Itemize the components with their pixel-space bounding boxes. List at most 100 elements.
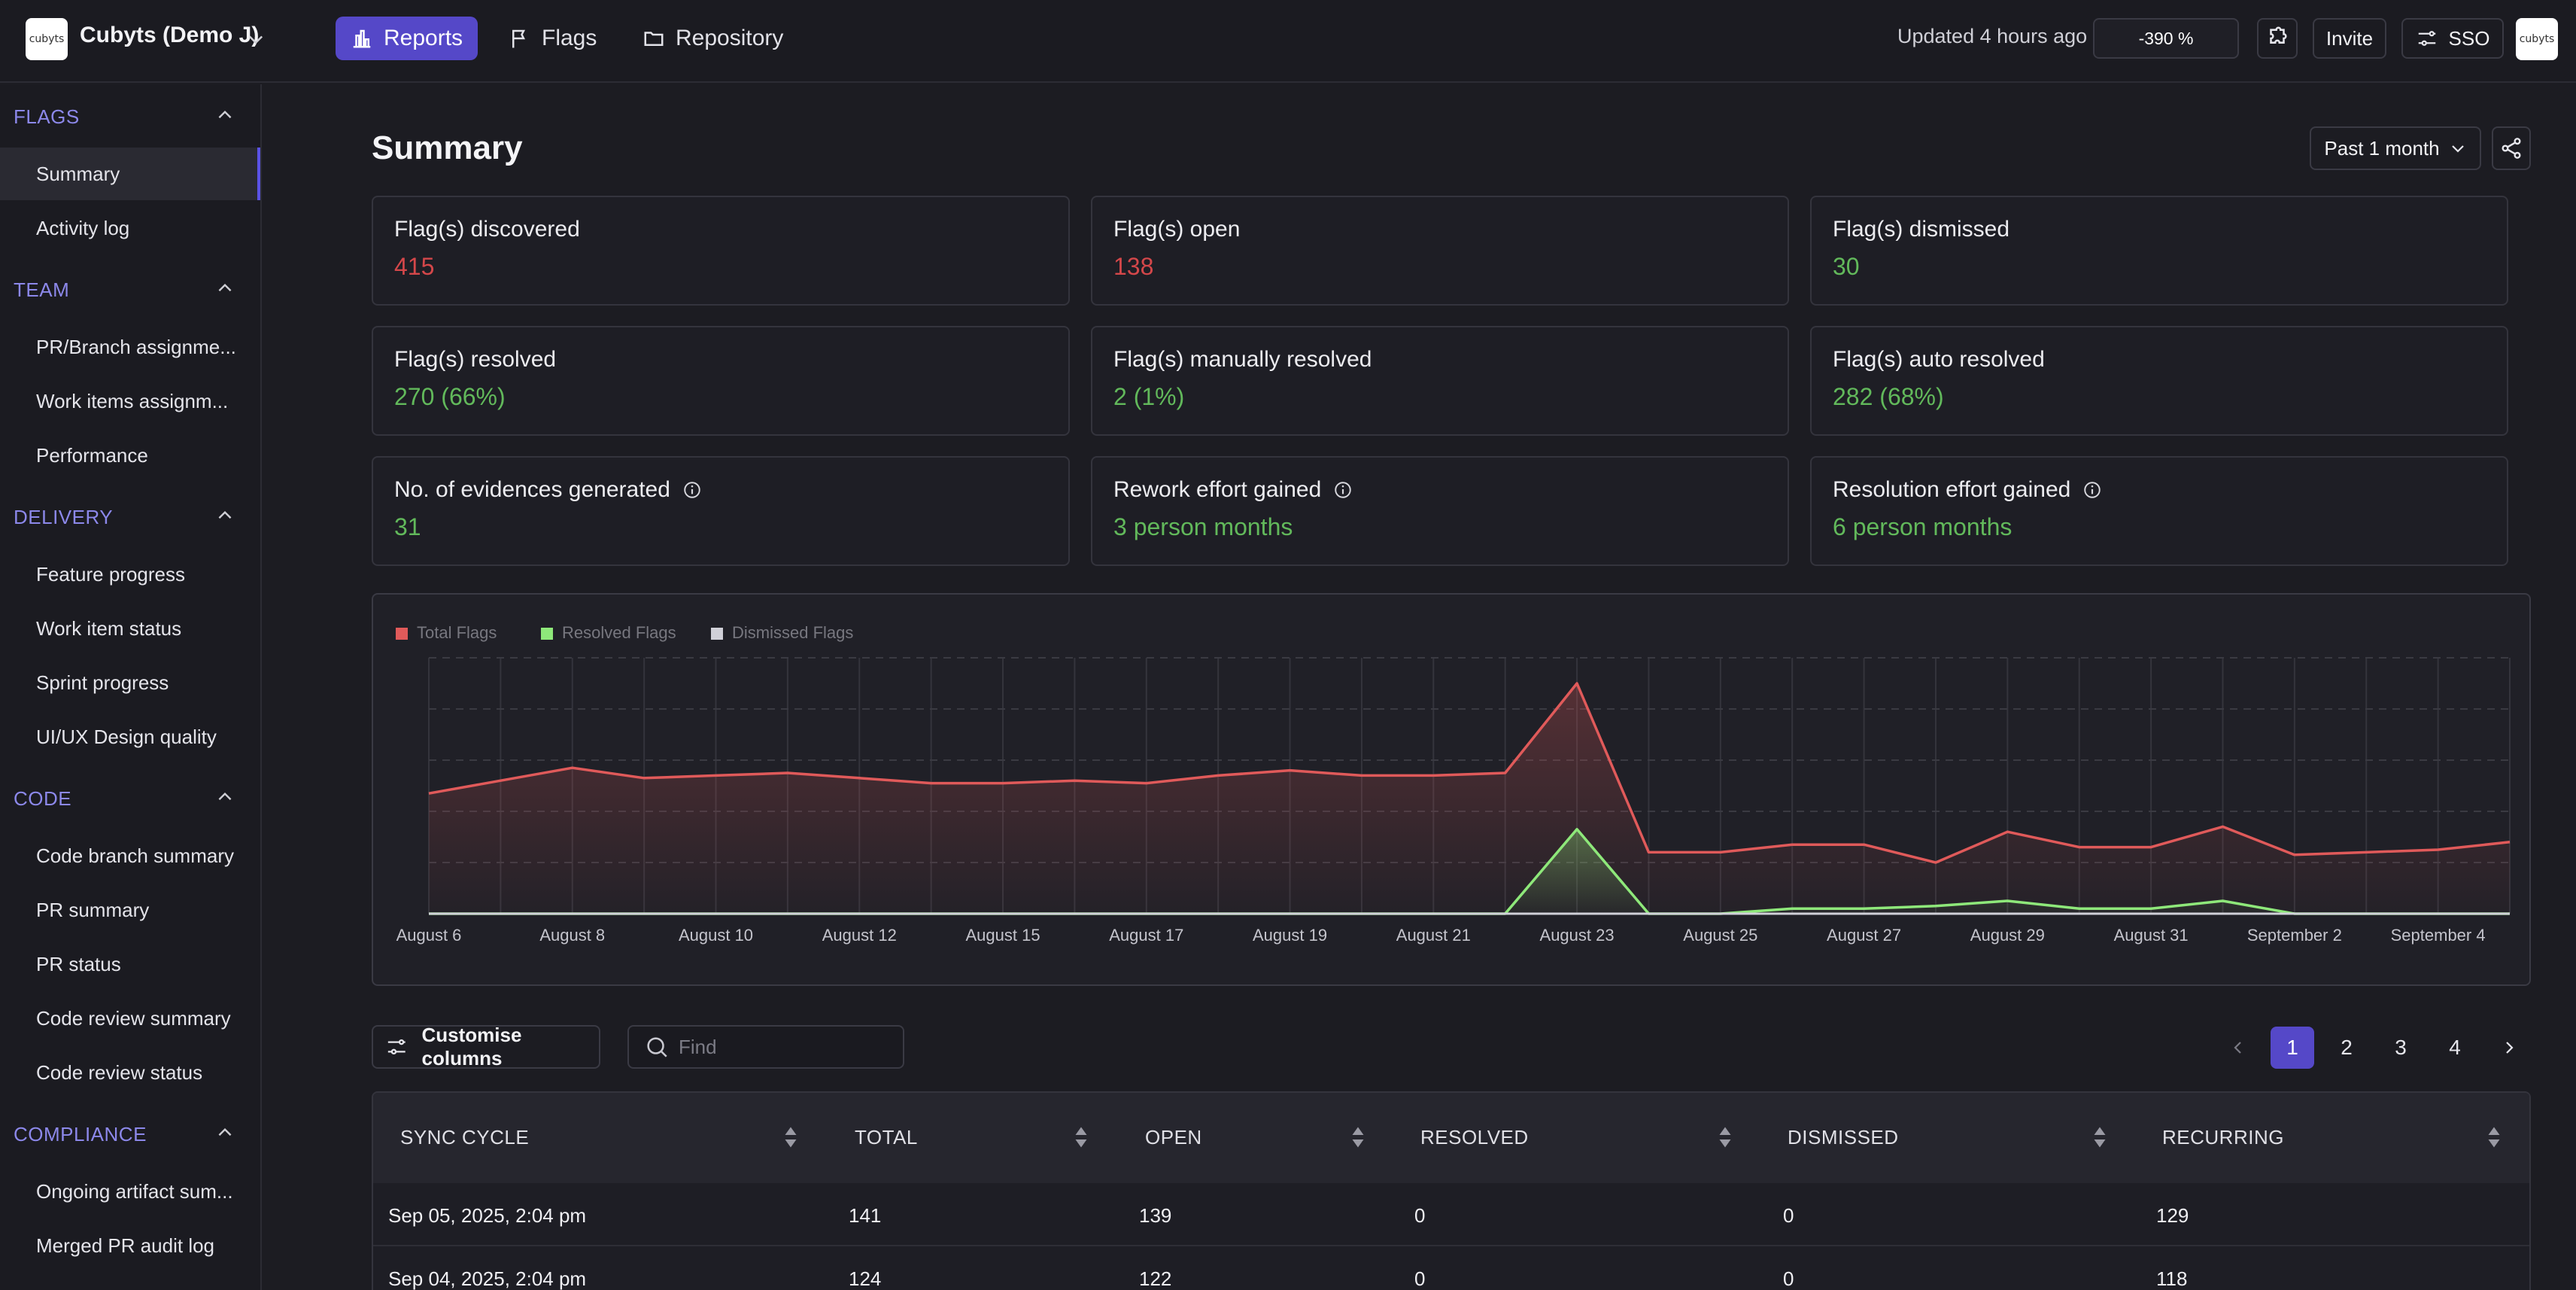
- sort-icon[interactable]: [784, 1126, 797, 1149]
- sidebar-item-merged-pr-audit-log[interactable]: Merged PR audit log: [36, 1234, 215, 1257]
- column-header-sync-cycle[interactable]: SYNC CYCLE: [400, 1126, 530, 1149]
- column-header-resolved[interactable]: RESOLVED: [1420, 1126, 1529, 1149]
- chart-svg: August 6 August 8 August 10 August 12 August…: [396, 623, 2511, 945]
- share-button[interactable]: [2492, 126, 2531, 170]
- sidebar-item-pr-branch-assignment[interactable]: PR/Branch assignme...: [36, 335, 236, 358]
- metric-card-label: Resolution effort gained: [1833, 477, 2486, 503]
- chevron-up-icon[interactable]: [215, 1123, 235, 1142]
- folder-icon: [644, 32, 664, 46]
- column-header-total[interactable]: TOTAL: [855, 1126, 918, 1149]
- org-name[interactable]: Cubyts (Demo J): [80, 23, 260, 47]
- chevron-up-icon[interactable]: [215, 278, 235, 298]
- nav-reports[interactable]: Reports: [336, 17, 478, 60]
- metric-card-label-text: Flag(s) discovered: [394, 217, 580, 242]
- metric-card-label-text: Rework effort gained: [1113, 477, 1322, 502]
- x-tick-label: August 10: [679, 926, 753, 945]
- sidebar-item-feature-progress[interactable]: Feature progress: [36, 562, 185, 586]
- legend-label: Resolved Flags: [562, 623, 676, 642]
- info-icon[interactable]: [1333, 480, 1353, 500]
- sidebar-item-code-review-status[interactable]: Code review status: [36, 1060, 203, 1084]
- cell-open: 139: [1139, 1204, 1172, 1227]
- pagination-page-4[interactable]: 4: [2449, 1036, 2461, 1059]
- nav-repository-label: Repository: [676, 26, 784, 50]
- bar-chart-icon: [353, 29, 371, 48]
- info-icon[interactable]: [682, 480, 702, 500]
- metric-card-value: 31: [394, 513, 421, 540]
- metric-card-label: Flag(s) manually resolved: [1113, 347, 1766, 373]
- pagination-page-1[interactable]: 1: [2271, 1027, 2314, 1069]
- sso-button[interactable]: SSO: [2401, 18, 2504, 59]
- pagination-prev[interactable]: [2219, 1027, 2257, 1069]
- customise-columns-button[interactable]: Customise columns: [372, 1024, 600, 1069]
- user-avatar[interactable]: cubyts: [2516, 18, 2558, 60]
- sidebar-section-compliance[interactable]: COMPLIANCE: [14, 1123, 147, 1145]
- sort-icon[interactable]: [1718, 1126, 1732, 1149]
- chevron-up-icon[interactable]: [215, 506, 235, 525]
- metric-card: Flag(s) manually resolved 2 (1%): [1091, 326, 1789, 436]
- sort-icon[interactable]: [1074, 1126, 1088, 1149]
- sidebar-item-sprint-progress[interactable]: Sprint progress: [36, 671, 169, 694]
- sidebar-item-performance[interactable]: Performance: [36, 443, 148, 467]
- total-flags-line: [428, 682, 2511, 864]
- legend-label: Dismissed Flags: [732, 623, 853, 642]
- sidebar-section-delivery[interactable]: DELIVERY: [14, 506, 114, 528]
- metric-card-label-text: Flag(s) dismissed: [1833, 217, 2010, 242]
- x-tick-label: August 17: [1109, 926, 1183, 945]
- sidebar-item-ongoing-artifact-summary[interactable]: Ongoing artifact sum...: [36, 1179, 233, 1203]
- metric-card-label: Flag(s) discovered: [394, 217, 1047, 242]
- invite-button[interactable]: Invite: [2313, 18, 2386, 59]
- sidebar-item-code-branch-summary[interactable]: Code branch summary: [36, 844, 234, 867]
- column-header-open[interactable]: OPEN: [1145, 1126, 1202, 1149]
- column-header-dismissed[interactable]: DISMISSED: [1788, 1126, 1899, 1149]
- sort-icon[interactable]: [2093, 1126, 2107, 1149]
- find-input[interactable]: [679, 1035, 889, 1059]
- table-row[interactable]: Sep 05, 2025, 2:04 pm 141 139 0 0 129: [373, 1183, 2529, 1246]
- nav-repository[interactable]: Repository: [627, 17, 798, 60]
- metric-card-value: 2 (1%): [1113, 383, 1185, 410]
- nav-reports-label: Reports: [384, 26, 463, 50]
- sidebar-item-activity-log[interactable]: Activity log: [36, 216, 130, 239]
- sidebar-section-flags[interactable]: FLAGS: [14, 105, 80, 128]
- metric-card-value: 30: [1833, 253, 1860, 280]
- sort-icon[interactable]: [1351, 1126, 1365, 1149]
- page-title: Summary: [372, 129, 523, 166]
- column-header-recurring[interactable]: RECURRING: [2162, 1126, 2284, 1149]
- sidebar-item-code-review-summary[interactable]: Code review summary: [36, 1006, 231, 1030]
- chevron-up-icon[interactable]: [215, 787, 235, 807]
- metric-card: Resolution effort gained 6 person months: [1810, 456, 2508, 566]
- info-icon[interactable]: [2082, 480, 2102, 500]
- x-tick-label: August 27: [1827, 926, 1901, 945]
- sidebar-item-work-items-assignment[interactable]: Work items assignm...: [36, 389, 229, 412]
- metric-card-value: 3 person months: [1113, 513, 1293, 540]
- sort-icon[interactable]: [2487, 1126, 2501, 1149]
- metric-card-label-text: Flag(s) open: [1113, 217, 1241, 242]
- sidebar-item-design-quality[interactable]: UI/UX Design quality: [36, 725, 217, 748]
- percent-indicator[interactable]: -390 %: [2093, 18, 2239, 59]
- cell-dismissed: 0: [1783, 1204, 1794, 1227]
- x-tick-label: August 31: [2114, 926, 2189, 945]
- pagination-page-2[interactable]: 2: [2341, 1036, 2353, 1059]
- nav-flags[interactable]: Flags: [494, 17, 612, 60]
- sidebar-section-code[interactable]: CODE: [14, 787, 72, 810]
- chevron-up-icon[interactable]: [215, 105, 235, 125]
- metric-card-label-text: Flag(s) manually resolved: [1113, 347, 1372, 372]
- sidebar-item-summary[interactable]: Summary: [0, 148, 260, 200]
- cell-recurring: 129: [2156, 1204, 2189, 1227]
- integrations-button[interactable]: [2257, 18, 2298, 59]
- table-row[interactable]: Sep 04, 2025, 2:04 pm 124 122 0 0 118: [373, 1246, 2529, 1290]
- legend-label: Total Flags: [417, 623, 497, 642]
- org-logo[interactable]: cubyts: [26, 18, 68, 60]
- date-range-dropdown[interactable]: Past 1 month: [2310, 126, 2481, 170]
- sidebar-item-work-item-status[interactable]: Work item status: [36, 616, 182, 640]
- find-field[interactable]: [627, 1025, 904, 1069]
- sidebar-item-pr-status[interactable]: PR status: [36, 952, 121, 975]
- cell-recurring: 118: [2156, 1267, 2188, 1290]
- x-tick-label: August 21: [1396, 926, 1471, 945]
- metric-card: Flag(s) open 138: [1091, 196, 1789, 306]
- pagination-next[interactable]: [2490, 1027, 2528, 1069]
- sidebar-item-pr-summary[interactable]: PR summary: [36, 898, 150, 921]
- pagination-page-3[interactable]: 3: [2395, 1036, 2407, 1059]
- sidebar-section-team[interactable]: TEAM: [14, 278, 70, 301]
- chevron-down-icon[interactable]: [245, 29, 266, 50]
- total-flags-area: [429, 683, 2510, 914]
